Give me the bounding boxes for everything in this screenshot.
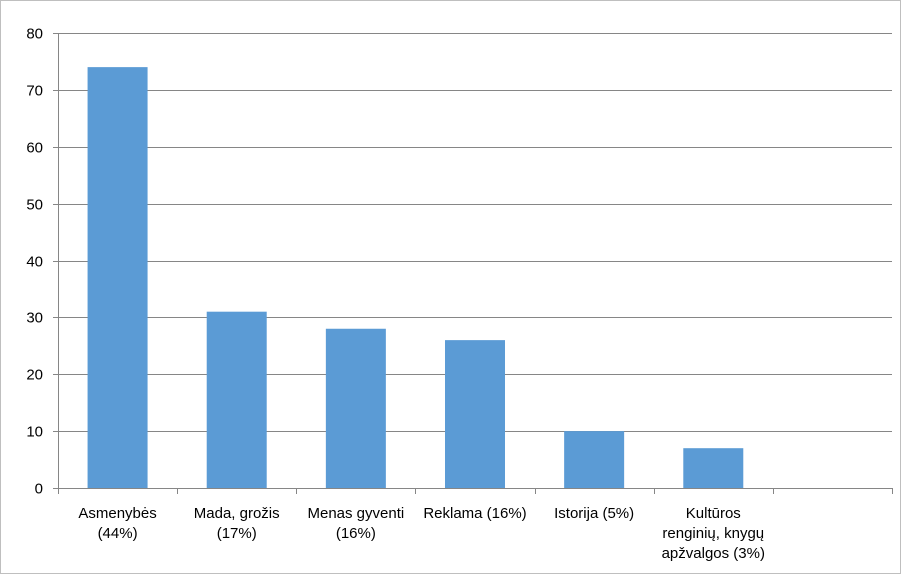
y-tick-label: 80 <box>26 26 43 43</box>
bar <box>445 340 505 488</box>
x-category-label: Menas gyventi <box>307 505 404 522</box>
x-category-label: renginių, knygų <box>662 525 764 542</box>
x-category-label: apžvalgos (3%) <box>662 545 765 562</box>
bar <box>564 431 625 488</box>
bar <box>683 448 744 488</box>
bar <box>206 311 267 488</box>
x-category-label: Istorija (5%) <box>554 505 634 522</box>
x-category-label: (44%) <box>98 525 138 542</box>
x-category-labels: Asmenybės (44%) Mada, grožis (17%) Menas gyv… <box>78 505 765 562</box>
y-tick-labels: 0 10 20 30 40 50 60 70 80 <box>26 26 43 498</box>
gridlines <box>58 33 892 432</box>
bar <box>87 67 148 488</box>
bar <box>325 328 386 488</box>
x-category-label: Mada, grožis <box>194 505 280 522</box>
axes <box>53 33 893 494</box>
x-category-label: Asmenybės <box>78 505 156 522</box>
y-tick-label: 20 <box>26 367 43 384</box>
x-category-label: (16%) <box>336 525 376 542</box>
bars <box>87 67 744 488</box>
y-tick-label: 10 <box>26 424 43 441</box>
y-tick-label: 60 <box>26 140 43 157</box>
x-category-label: (17%) <box>217 525 257 542</box>
y-tick-label: 30 <box>26 310 43 327</box>
x-category-label: Kultūros <box>686 505 741 522</box>
y-tick-label: 0 <box>35 481 43 498</box>
y-tick-label: 70 <box>26 83 43 100</box>
y-tick-label: 50 <box>26 197 43 214</box>
x-category-label: Reklama (16%) <box>423 505 526 522</box>
y-tick-label: 40 <box>26 254 43 271</box>
